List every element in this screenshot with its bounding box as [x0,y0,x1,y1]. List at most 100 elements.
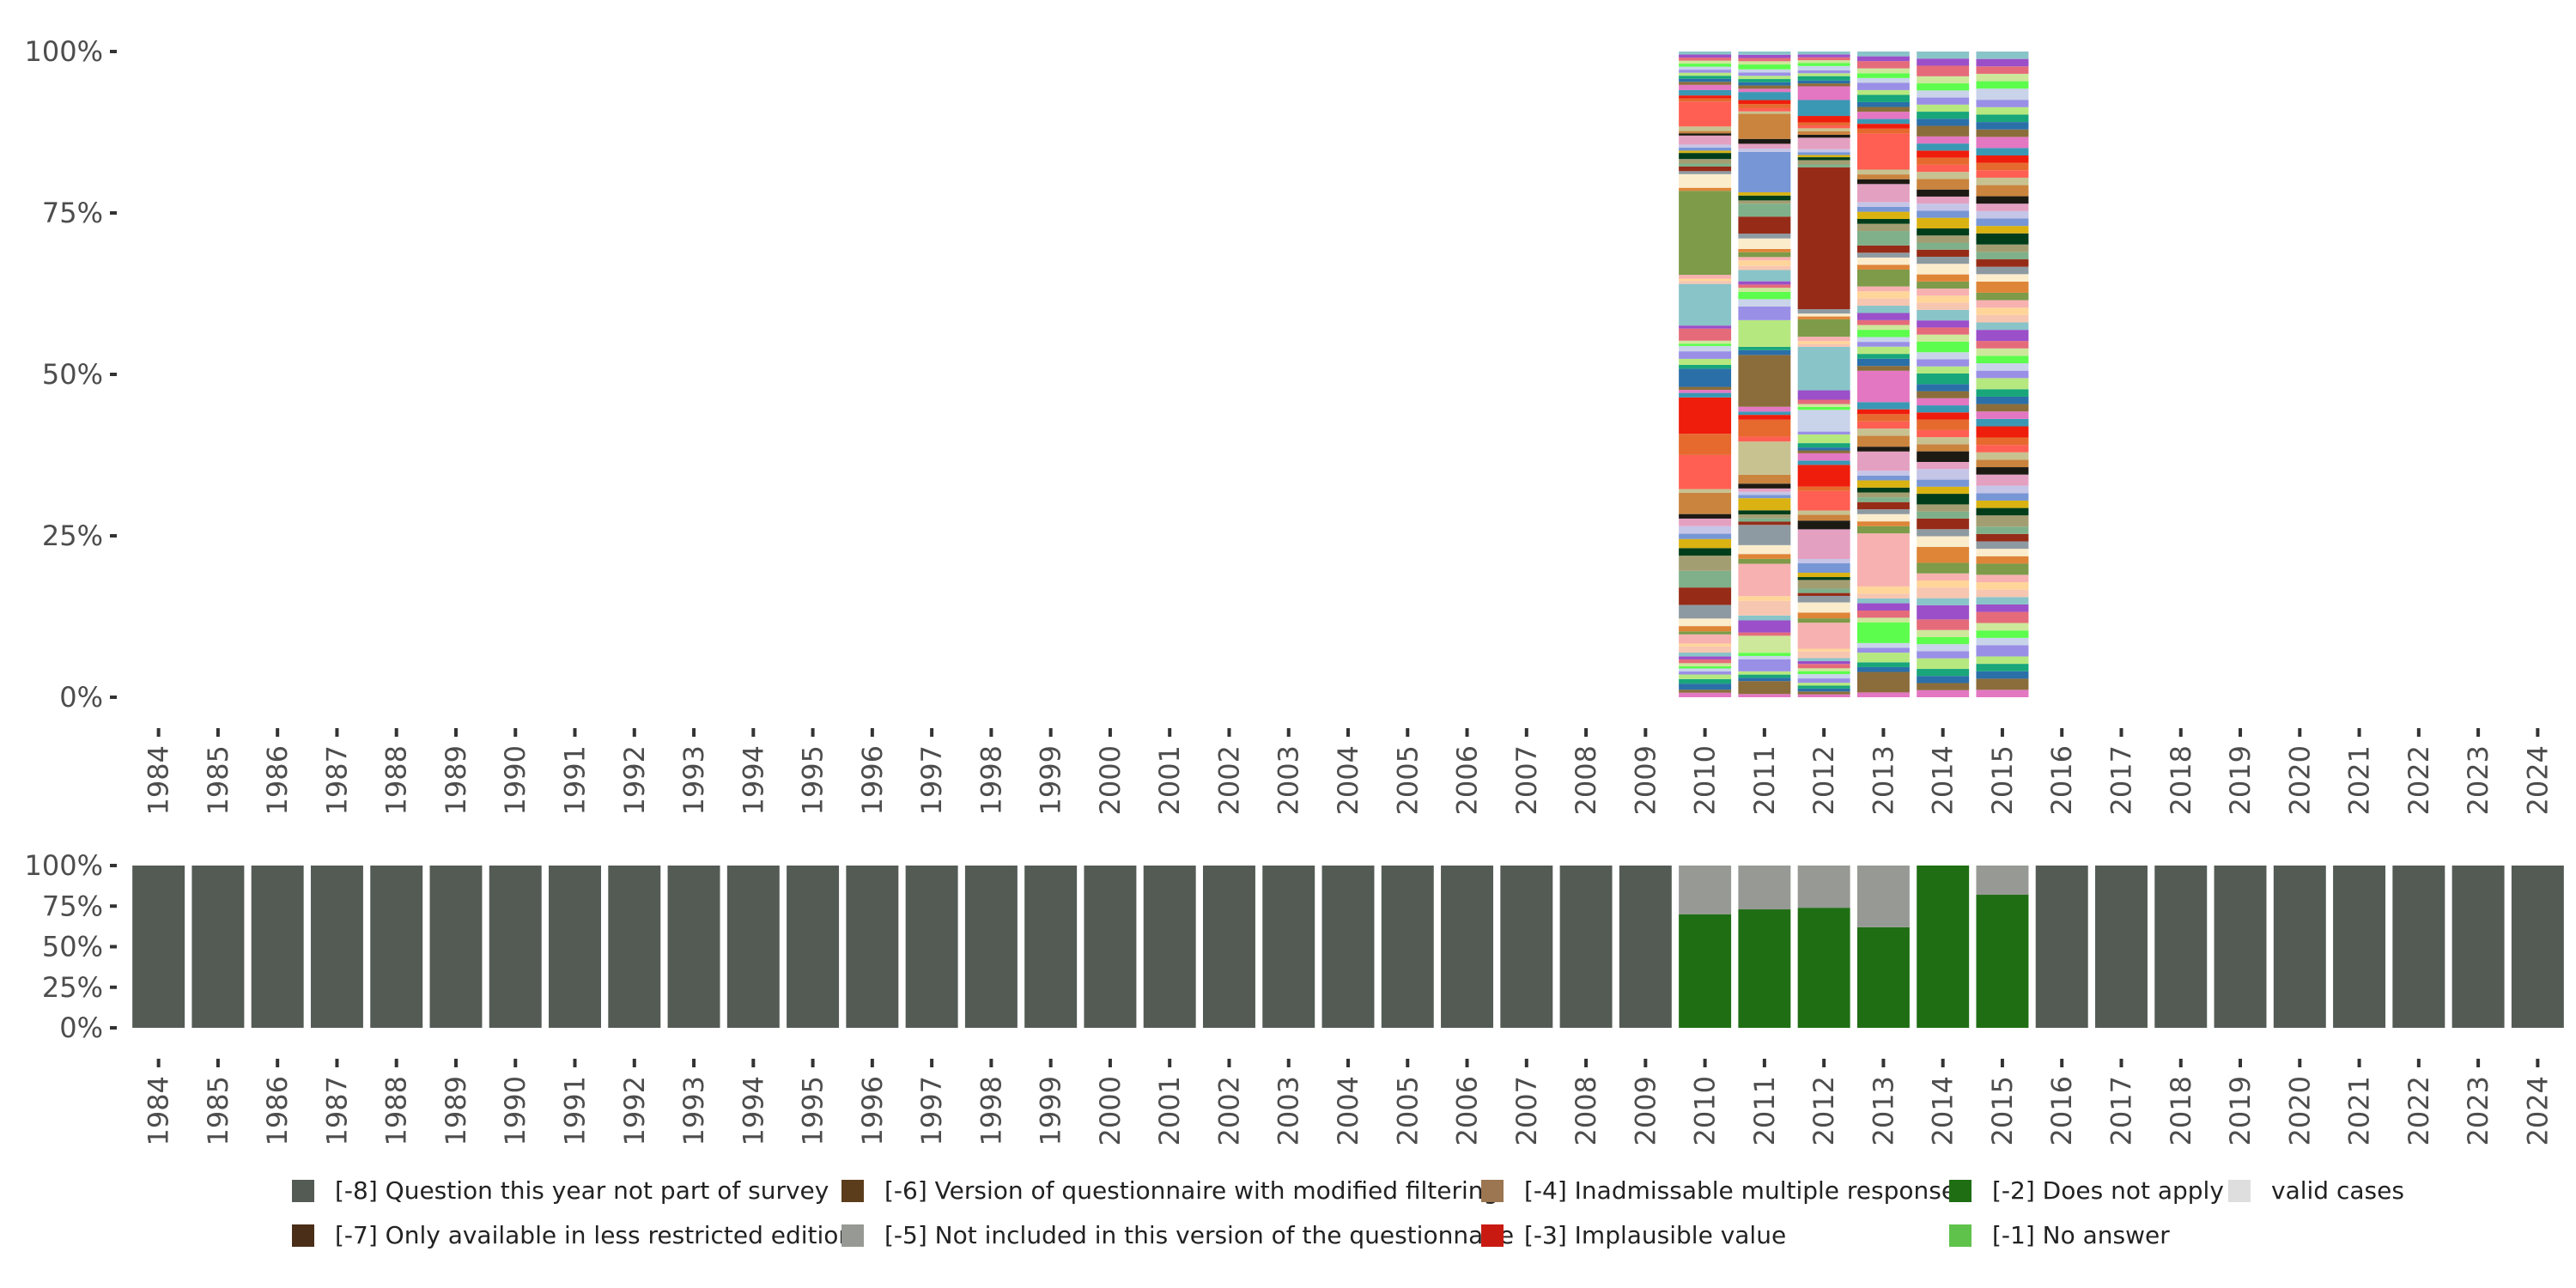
top-bar-segment [1976,148,2029,156]
top-bar-segment [1917,189,1970,197]
top-bar-segment [1797,406,1850,410]
top-bar-segment [1856,124,1910,129]
top-bar-segment [1856,366,1910,371]
top-x-tick-label: 2016 [2045,745,2078,815]
top-bar-segment [1917,580,1970,588]
top-bar-segment [1856,671,1910,693]
top-bar-segment [1797,486,1850,491]
top-bar-segment [1738,113,1791,139]
bottom-x-tick-label: 1989 [440,1076,472,1145]
top-bar-segment [1856,435,1910,447]
top-bar-segment [1797,410,1850,432]
top-bar-segment [1976,604,2029,612]
top-bar-segment [1797,529,1850,559]
top-bar-segment [1976,507,2029,516]
top-bar-segment [1856,492,1910,498]
top-bar-segment [1917,125,1970,137]
top-bar-segment [1738,632,1791,636]
top-bar-segment [1679,556,1732,571]
top-bar-segment [1976,389,2029,397]
top-bar-segment [1976,210,2029,219]
top-bar-segment [1679,283,1732,326]
top-bar-segment [1856,68,1910,74]
bottom-y-tick-label: 75% [42,890,103,922]
top-bar-segment [1738,510,1791,515]
top-bar-segment [1738,64,1791,70]
top-x-tick-label: 1987 [320,745,353,815]
top-bar-segment [1738,677,1791,682]
top-bar-segment [1679,95,1732,99]
bottom-bar-segment [489,866,542,1028]
top-bar-segment [1856,313,1910,320]
top-bar-segment [1738,488,1791,492]
top-bar-segment [1917,295,1970,303]
top-bar-segment [1976,162,2029,171]
top-bar-segment [1976,611,2029,623]
top-bar-segment [1797,678,1850,683]
top-bar-segment [1917,629,1970,637]
top-bar-segment [1976,100,2029,107]
bottom-x-tick-label: 2017 [2105,1076,2137,1145]
bottom-x-tick-label: 2003 [1273,1076,1305,1145]
top-bar-segment [1679,570,1732,588]
top-bar-segment [1976,574,2029,583]
bottom-x-tick-label: 2024 [2521,1076,2554,1145]
top-bar-segment [1738,238,1791,249]
top-bar-segment [1917,256,1970,264]
top-bar-segment [1917,320,1970,328]
top-bar-segment [1679,605,1732,619]
top-bar-segment [1679,187,1732,191]
bottom-x-tick-label: 1996 [856,1076,889,1145]
bottom-bar-segment [726,866,780,1028]
top-bar-segment [1917,573,1970,581]
top-bar-segment [1738,76,1791,80]
bottom-bar-segment [2214,866,2267,1028]
bottom-x-tick-label: 1987 [320,1076,353,1145]
top-x-tick-label: 2008 [1570,745,1602,815]
top-bar-segment [1797,558,1850,564]
top-x-tick-label: 1993 [677,745,710,815]
top-bar-segment [1797,60,1850,64]
top-bar-segment [1738,191,1791,196]
top-bar-segment [1679,167,1732,172]
top-bar-segment [1679,656,1732,659]
top-x-tick-label: 1995 [797,745,829,815]
top-bar-segment [1976,656,2029,665]
top-x-tick-label: 2000 [1094,745,1127,815]
top-bar-segment [1738,58,1791,62]
top-bar-segment [1976,474,2029,486]
top-bar-segment [1917,598,1970,605]
top-bar-segment [1917,281,1970,289]
top-bar-segment [1738,288,1791,292]
top-bar-segment [1738,415,1791,420]
bottom-bar-segment [2035,866,2088,1028]
top-bar-segment [1738,483,1791,489]
top-bar-segment [1917,341,1970,353]
top-bar-segment [1917,651,1970,659]
top-bar-segment [1976,177,2029,185]
top-bar-segment [1797,664,1850,669]
top-bar-segment [1679,351,1732,359]
top-bar-segment [1917,546,1970,563]
top-bar-segment [1856,112,1910,119]
top-bar-segment [1738,406,1791,412]
top-bar-segment [1738,284,1791,289]
top-bar-segment [1856,264,1910,270]
top-bar-segment [1738,260,1791,266]
legend-label: [-3] Implausible value [1524,1221,1787,1249]
top-chart-valid-cases: 0% 25% 50% 75% 100% 1984 1985 1986 1987 1988 1989 1… [25,35,2555,815]
bottom-bar-segment [2273,866,2326,1028]
top-bar-segment [1738,355,1791,407]
top-bar-segment [1797,116,1850,123]
top-bar-segment [1856,179,1910,185]
top-bar-segment [1738,111,1791,114]
top-bar-segment [1738,600,1791,616]
top-bar-segment [1679,652,1732,657]
top-bar-segment [1976,81,2029,89]
top-bar-segment [1976,204,2029,211]
top-bar-segment [1917,157,1970,165]
top-bar-segment [1856,286,1910,292]
top-bar-segment [1797,490,1850,511]
legend-label: [-7] Only available in less restricted e… [335,1221,854,1249]
top-bar-segment [1917,97,1970,105]
